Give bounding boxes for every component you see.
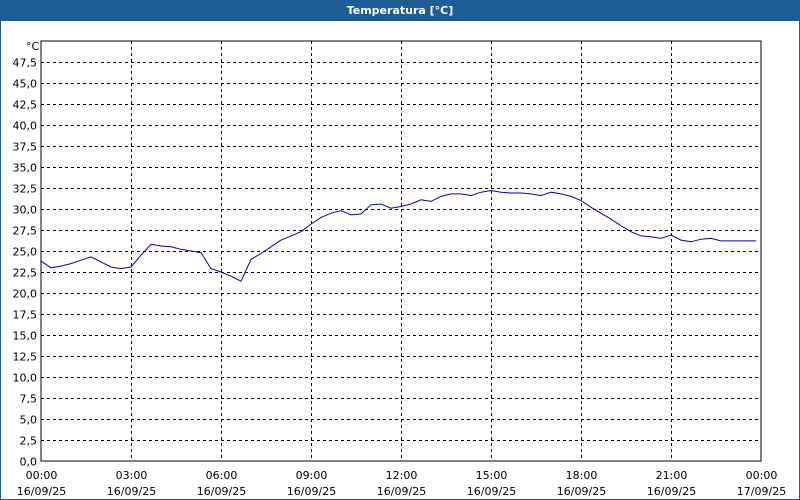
y-tick-label: 30,0	[13, 204, 38, 217]
temperature-chart: 0,0 2,5 5,0 7,5 10,0 12,5 15,0 17,5 20,0 22,5 25,0…	[13, 40, 787, 498]
y-tick-label: 32,5	[13, 183, 38, 196]
x-tick-labels: 00:00 16/09/25 03:00 16/09/25 06:00 16/09/25 0…	[17, 469, 786, 498]
x-tick-time: 15:00	[476, 469, 508, 482]
x-tick-time: 00:00	[26, 469, 58, 482]
x-tick-date: 16/09/25	[17, 485, 66, 498]
grid	[41, 41, 761, 461]
x-tick-time: 18:00	[566, 469, 598, 482]
y-tick-label: 27,5	[13, 225, 38, 238]
temperature-series-line	[40, 189, 756, 282]
y-tick-label: 42,5	[13, 99, 38, 112]
y-tick-label: 40,0	[13, 120, 38, 133]
x-tick-date: 16/09/25	[287, 485, 336, 498]
y-tick-label: 35,0	[13, 162, 38, 175]
y-tick-label: 2,5	[20, 435, 38, 448]
window-title: Temperatura [°C]	[1, 1, 799, 21]
x-tick-date: 16/09/25	[107, 485, 156, 498]
x-tick-date: 16/09/25	[377, 485, 426, 498]
y-tick-label: 7,5	[20, 393, 38, 406]
x-tick-time: 03:00	[116, 469, 148, 482]
y-tick-label: 22,5	[13, 267, 38, 280]
x-tick-date: 17/09/25	[737, 485, 786, 498]
x-tick-date: 16/09/25	[467, 485, 516, 498]
y-tick-label: 25,0	[13, 246, 38, 259]
x-tick-time: 00:00	[746, 469, 778, 482]
x-tick-time: 12:00	[386, 469, 418, 482]
y-tick-labels: 0,0 2,5 5,0 7,5 10,0 12,5 15,0 17,5 20,0 22,5 25,0…	[13, 57, 38, 469]
x-tick-time: 06:00	[206, 469, 238, 482]
x-tick-date: 16/09/25	[197, 485, 246, 498]
y-tick-label: 15,0	[13, 330, 38, 343]
y-tick-label: 47,5	[13, 57, 38, 70]
y-tick-label: 12,5	[13, 351, 38, 364]
y-tick-label: 37,5	[13, 141, 38, 154]
y-tick-label: 5,0	[20, 414, 38, 427]
y-tick-label: 10,0	[13, 372, 38, 385]
y-tick-label: 45,0	[13, 78, 38, 91]
x-tick-date: 16/09/25	[557, 485, 606, 498]
y-axis-unit: °C	[26, 40, 40, 53]
y-tick-label: 17,5	[13, 309, 38, 322]
x-tick-time: 21:00	[656, 469, 688, 482]
x-tick-time: 09:00	[296, 469, 328, 482]
y-tick-label: 0,0	[20, 456, 38, 469]
x-tick-date: 16/09/25	[647, 485, 696, 498]
y-tick-label: 20,0	[13, 288, 38, 301]
